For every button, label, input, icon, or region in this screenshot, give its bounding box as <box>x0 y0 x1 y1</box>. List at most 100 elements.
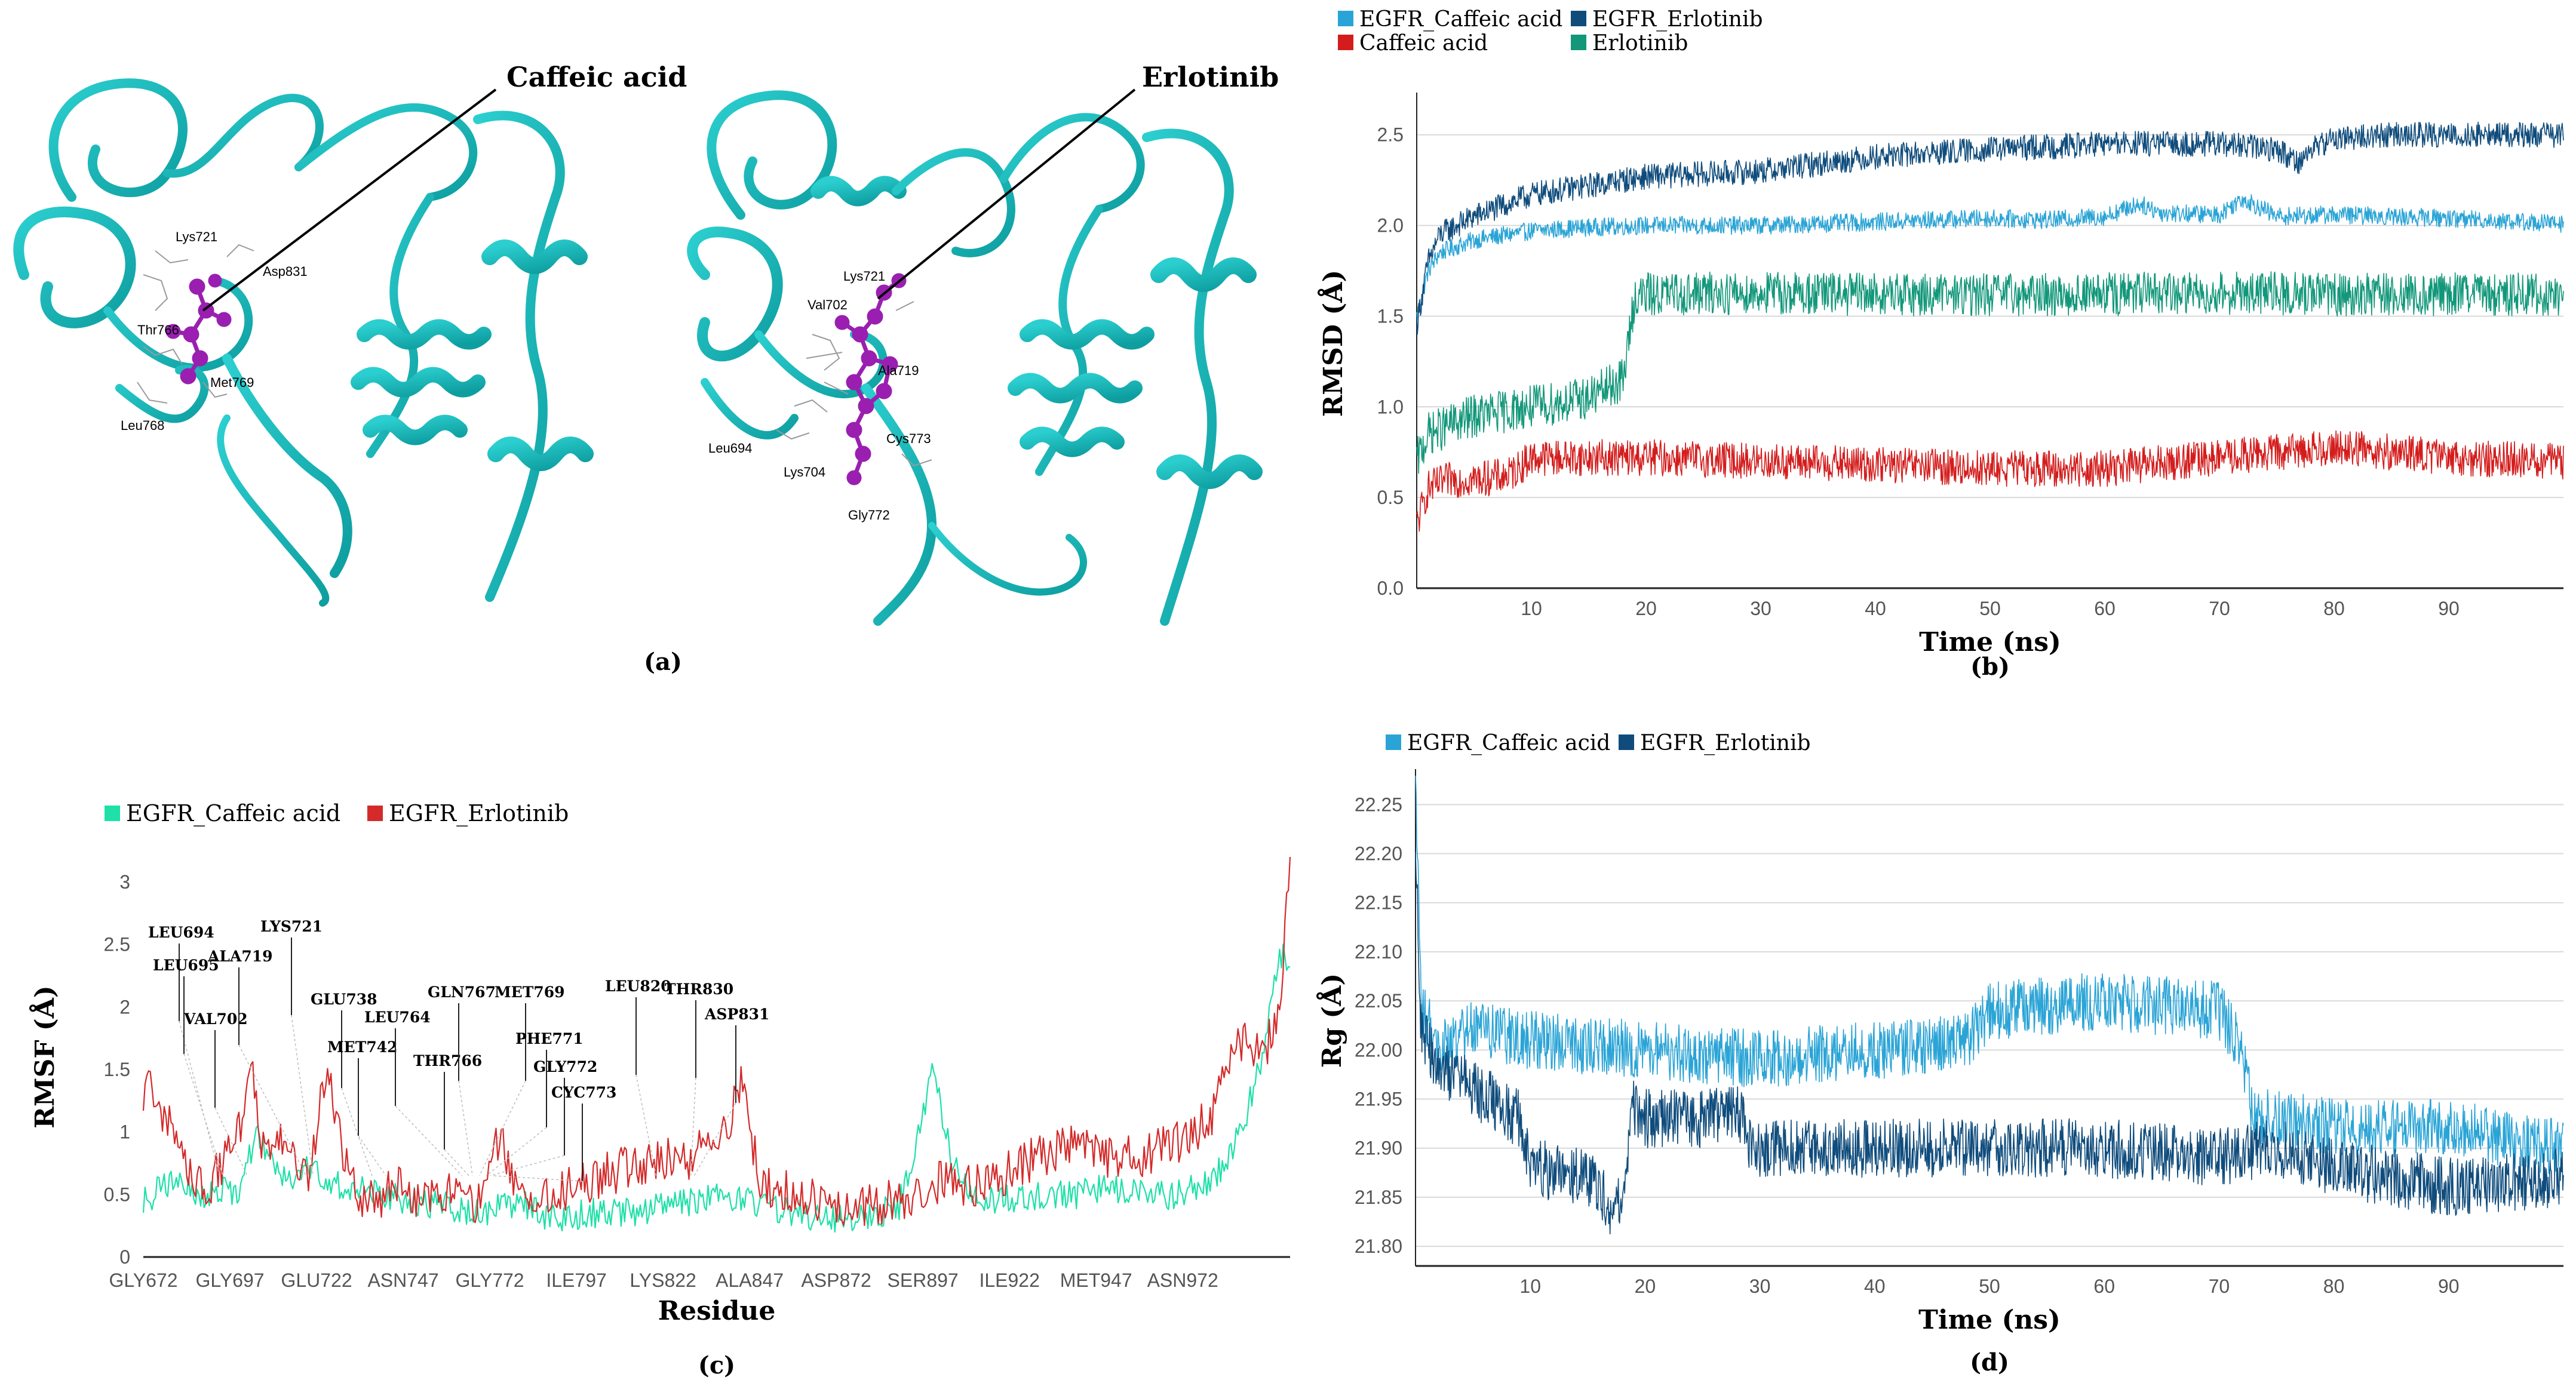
annotation-connector <box>291 1015 314 1176</box>
annotation-label: LEU820 <box>605 978 671 995</box>
x-axis-label: Residue <box>658 1296 776 1326</box>
series-line-0 <box>142 943 1291 1233</box>
annotation-connector <box>444 1149 469 1176</box>
annotation-label: PHE771 <box>515 1030 584 1047</box>
y-tick-label: 2.5 <box>104 934 130 955</box>
legend-label: EGFR_Caffeic acid <box>126 800 340 827</box>
y-axis-label: RMSF (Å) <box>29 985 60 1128</box>
y-tick-label: 1.5 <box>104 1059 130 1080</box>
x-tick-label: 10 <box>1519 1275 1541 1297</box>
panel-a: Caffeic acid Lys721 Asp831 Thr766 Met769… <box>0 0 1302 657</box>
x-tick-label: 60 <box>2094 598 2116 619</box>
residue-label: Leu694 <box>708 441 752 456</box>
annotation-connector <box>238 1044 307 1176</box>
residue-label: Cys773 <box>886 431 931 446</box>
y-tick-label: 2.0 <box>1377 215 1404 236</box>
x-tick-label: ILE922 <box>979 1270 1039 1291</box>
y-tick-label: 21.90 <box>1355 1138 1402 1159</box>
annotation-label: GLN767 <box>428 983 496 1001</box>
x-tick-label: ALA847 <box>716 1270 784 1291</box>
annotation-label: LEU694 <box>148 924 214 941</box>
annotation-label: GLU738 <box>311 991 377 1008</box>
x-tick-label: ASN747 <box>367 1270 438 1291</box>
residue-label: Thr766 <box>137 322 179 337</box>
x-tick-label: 50 <box>1979 598 2001 619</box>
panel-a-caption: (a) <box>644 648 682 676</box>
residue-sticks-caffeic <box>137 244 254 404</box>
annotation-connector <box>214 1107 248 1176</box>
x-tick-label: GLY772 <box>456 1270 524 1291</box>
annotation-label: MET769 <box>495 983 565 1001</box>
series-line-2 <box>1416 430 2564 532</box>
y-tick-label: 2.5 <box>1377 124 1404 146</box>
y-tick-label: 0.0 <box>1377 577 1404 599</box>
series-line-1 <box>1415 852 2564 1235</box>
legend-swatch <box>1571 35 1586 50</box>
residue-label: Asp831 <box>263 264 308 279</box>
y-tick-label: 21.95 <box>1355 1089 1402 1110</box>
legend-swatch <box>1571 11 1586 26</box>
x-tick-label: 40 <box>1865 598 1886 619</box>
chart-caption: (b) <box>1970 653 2010 681</box>
legend-swatch <box>367 806 383 821</box>
y-tick-label: 1.0 <box>1377 396 1404 417</box>
x-tick-label: 70 <box>2209 598 2230 619</box>
series-line-1 <box>1416 121 2564 335</box>
y-axis-label: Rg (Å) <box>1316 973 1347 1068</box>
x-axis-label: Time (ns) <box>1919 627 2061 657</box>
y-tick-label: 0 <box>119 1246 130 1268</box>
x-tick-label: 80 <box>2323 598 2345 619</box>
y-tick-label: 22.20 <box>1355 843 1402 865</box>
annotation-label: LEU764 <box>364 1009 431 1026</box>
y-tick-label: 22.00 <box>1355 1039 1402 1061</box>
x-tick-label: 70 <box>2209 1275 2230 1297</box>
y-tick-label: 21.85 <box>1355 1187 1402 1208</box>
annotation-connector <box>395 1105 463 1176</box>
x-tick-label: ASN972 <box>1147 1270 1218 1291</box>
annotation-connector <box>489 1155 565 1176</box>
residue-label: Lys704 <box>784 465 825 480</box>
x-tick-label: 20 <box>1635 598 1657 619</box>
x-tick-label: 60 <box>2093 1275 2115 1297</box>
rmsd-chart: 0.0 0.5 1.0 1.5 2.0 2.5 10 20 30 40 50 60 70 80 90 Time… <box>1317 7 2564 681</box>
protein-ribbon-erlotinib <box>687 90 1263 626</box>
annotation-label: CYC773 <box>551 1084 616 1101</box>
series-line-0 <box>1416 194 2564 319</box>
y-tick-label: 22.05 <box>1355 990 1402 1012</box>
x-tick-label: SER897 <box>888 1270 959 1291</box>
series-line-3 <box>1416 271 2564 474</box>
x-axis-label: Time (ns) <box>1918 1305 2061 1335</box>
callout-line-caffeic <box>202 88 497 312</box>
legend-swatch <box>1338 35 1353 50</box>
structure-images: Caffeic acid Lys721 Asp831 Thr766 Met769… <box>13 61 1279 626</box>
annotation-label: THR766 <box>413 1052 482 1069</box>
y-tick-label: 21.80 <box>1355 1235 1402 1257</box>
legend-swatch <box>1619 734 1634 750</box>
chart-caption: (c) <box>698 1351 735 1378</box>
chart-caption: (d) <box>1970 1348 2009 1376</box>
annotation-connector <box>690 1077 696 1176</box>
annotation-label: LYS721 <box>260 918 323 935</box>
y-tick-label: 0.5 <box>104 1184 130 1205</box>
residue-label: Val702 <box>808 297 848 312</box>
panel-c: 0 0.5 1 1.5 2 2.5 3 GLY672 GLY697 GLU722 ASN747 GLY… <box>0 758 1302 1379</box>
rg-chart: 21.80 21.85 21.90 21.95 22.00 22.05 22.10 22.15… <box>1316 731 2564 1376</box>
y-tick-label: 22.10 <box>1355 941 1402 963</box>
x-tick-label: GLU722 <box>281 1270 352 1291</box>
legend-swatch <box>1338 11 1353 26</box>
x-tick-label: GLY672 <box>109 1270 177 1291</box>
annotation-connector <box>493 1175 583 1182</box>
annotation-connector <box>358 1135 386 1176</box>
x-tick-label: 30 <box>1749 1275 1771 1297</box>
panel-d: 21.80 21.85 21.90 21.95 22.00 22.05 22.10 22.15… <box>1314 717 2576 1378</box>
annotation-label: THR830 <box>665 981 733 998</box>
annotation-connector <box>478 1080 526 1176</box>
x-tick-label: 90 <box>2438 598 2460 619</box>
x-tick-label: 30 <box>1750 598 1771 619</box>
residue-label: Met769 <box>210 375 254 390</box>
x-tick-label: 20 <box>1635 1275 1656 1297</box>
protein-ribbon-caffeic <box>13 78 594 607</box>
annotation-label: ASP831 <box>704 1006 769 1023</box>
residue-label: Lys721 <box>843 269 885 284</box>
y-tick-label: 22.15 <box>1355 892 1402 914</box>
